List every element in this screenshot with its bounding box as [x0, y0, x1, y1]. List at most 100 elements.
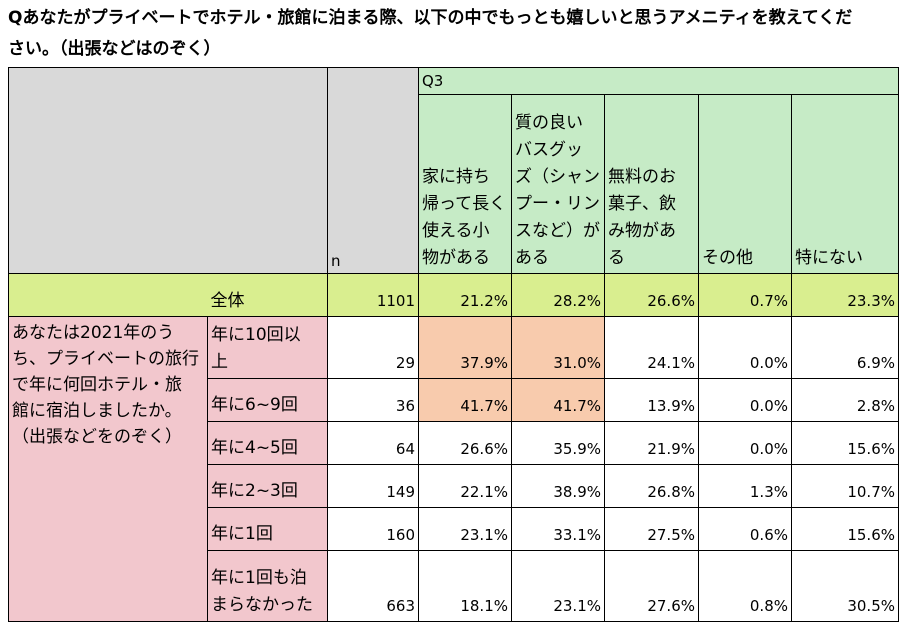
question-title-line-1: Qあなたがプライベートでホテル・旅館に泊まる際、以下の中でもっとも嬉しいと思うア…: [8, 8, 853, 28]
value-cell: 23.1%: [418, 507, 512, 551]
n-cell: 64: [327, 421, 419, 465]
question-title-line-2: さい。（出張などはのぞく）: [8, 39, 221, 59]
question-number-header: Q3: [418, 67, 899, 95]
table-row: 年に1回も泊 まらなかった 663 18.1% 23.1% 27.6% 0.8%…: [9, 550, 899, 622]
value-cell: 41.7%: [418, 378, 512, 422]
n-cell: 663: [327, 550, 419, 622]
option-header-line: 家に持ち: [422, 167, 490, 187]
value-cell: 0.0%: [698, 316, 792, 379]
row-label-line: 年に1回も泊: [211, 568, 307, 588]
value-cell: 38.9%: [511, 464, 605, 508]
table-row: 年に1回 160 23.1% 33.1% 27.5% 0.6% 15.6%: [9, 507, 899, 551]
option-header-line: る: [608, 248, 625, 268]
option-header-line: 使える小: [422, 221, 490, 241]
row-label-line: 年に6~9回: [211, 395, 298, 415]
n-cell: 29: [327, 316, 419, 379]
segment-question-line: あなたは2021年のう: [12, 323, 175, 343]
segment-question-line: で年に何回ホテル・旅: [12, 375, 182, 395]
total-n-cell: 1101: [327, 273, 419, 317]
total-value-cell: 23.3%: [791, 273, 899, 317]
crosstab-table: n Q3 家に持ち 帰って長く 使える小 物がある 質の良い バスグッ ズ（シャ…: [8, 67, 899, 622]
value-cell: 27.5%: [604, 507, 699, 551]
value-cell: 21.9%: [604, 421, 699, 465]
option-header-line: 無料のお: [608, 167, 676, 187]
option-header-line: 物がある: [422, 248, 490, 268]
option-header-line: 帰って長く: [422, 194, 507, 214]
row-label-cell: 年に10回以 上: [207, 316, 328, 379]
row-label-cell: 年に2~3回: [207, 464, 328, 508]
value-cell: 33.1%: [511, 507, 605, 551]
total-value-cell: 21.2%: [418, 273, 512, 317]
n-cell: 36: [327, 378, 419, 422]
option-header-line: 質の良い: [515, 113, 583, 133]
value-cell: 15.6%: [791, 507, 899, 551]
header-blank-cell: [8, 67, 328, 274]
value-cell: 35.9%: [511, 421, 605, 465]
option-header-cell: 特にない: [791, 94, 899, 274]
header-row-question: n Q3: [8, 67, 899, 274]
value-cell: 23.1%: [511, 550, 605, 622]
row-label-line: 年に2~3回: [211, 481, 298, 501]
value-cell: 31.0%: [511, 316, 605, 379]
value-cell: 26.8%: [604, 464, 699, 508]
value-cell: 0.8%: [698, 550, 792, 622]
option-header-cell: 家に持ち 帰って長く 使える小 物がある: [418, 94, 512, 274]
question-title: Qあなたがプライベートでホテル・旅館に泊まる際、以下の中でもっとも嬉しいと思うア…: [8, 3, 908, 65]
table-row: あなたは2021年のう ち、プライベートの旅行 で年に何回ホテル・旅 館に宿泊し…: [8, 316, 899, 622]
segment-question-line: ち、プライベートの旅行: [12, 349, 199, 369]
total-value-cell: 0.7%: [698, 273, 792, 317]
row-label-line: 年に10回以: [211, 325, 301, 345]
row-label-line: まらなかった: [211, 595, 313, 615]
value-cell: 18.1%: [418, 550, 512, 622]
total-row-blank-cell: [8, 273, 208, 317]
value-cell: 24.1%: [604, 316, 699, 379]
value-cell: 22.1%: [418, 464, 512, 508]
row-label-cell: 年に1回も泊 まらなかった: [207, 550, 328, 622]
total-row-label: 全体: [207, 273, 328, 317]
row-label-cell: 年に4~5回: [207, 421, 328, 465]
option-header-cell: 質の良い バスグッ ズ（シャン プー・リン スなど）が ある: [511, 94, 605, 274]
row-label-line: 上: [211, 352, 228, 372]
value-cell: 15.6%: [791, 421, 899, 465]
segment-question-line: （出張などをのぞく）: [12, 427, 182, 447]
option-header-line: ズ（シャン: [515, 167, 600, 187]
table-row: 年に4~5回 64 26.6% 35.9% 21.9% 0.0% 15.6%: [9, 421, 899, 465]
option-header-line: スなど）が: [515, 221, 600, 241]
row-label-line: 年に4~5回: [211, 438, 298, 458]
row-label-line: 年に1回: [211, 524, 273, 544]
value-cell: 26.6%: [418, 421, 512, 465]
value-cell: 41.7%: [511, 378, 605, 422]
segment-question-line: 館に宿泊しましたか。: [12, 401, 182, 421]
row-label-cell: 年に6~9回: [207, 378, 328, 422]
value-cell: 1.3%: [698, 464, 792, 508]
n-header-label: n: [331, 252, 341, 270]
total-value-cell: 26.6%: [604, 273, 699, 317]
value-cell: 27.6%: [604, 550, 699, 622]
row-label-cell: 年に1回: [207, 507, 328, 551]
value-cell: 30.5%: [791, 550, 899, 622]
total-value-cell: 28.2%: [511, 273, 605, 317]
value-cell: 6.9%: [791, 316, 899, 379]
option-header-line: 菓子、飲: [608, 194, 676, 214]
option-header-line: その他: [702, 248, 753, 268]
value-cell: 0.6%: [698, 507, 792, 551]
header-row-options: 家に持ち 帰って長く 使える小 物がある 質の良い バスグッ ズ（シャン プー・…: [9, 94, 899, 274]
option-header-line: プー・リン: [515, 194, 600, 214]
n-header-cell: n: [327, 67, 419, 274]
value-cell: 0.0%: [698, 421, 792, 465]
value-cell: 2.8%: [791, 378, 899, 422]
option-header-line: バスグッ: [515, 140, 583, 160]
option-header-cell: 無料のお 菓子、飲 み物があ る: [604, 94, 699, 274]
value-cell: 10.7%: [791, 464, 899, 508]
value-cell: 0.0%: [698, 378, 792, 422]
value-cell: 37.9%: [418, 316, 512, 379]
n-cell: 149: [327, 464, 419, 508]
total-row: 全体 1101 21.2% 28.2% 26.6% 0.7% 23.3%: [8, 273, 899, 317]
value-cell: 13.9%: [604, 378, 699, 422]
total-row-label-text: 全体: [210, 291, 245, 311]
option-header-line: 特にない: [795, 248, 863, 268]
table-row: 年に2~3回 149 22.1% 38.9% 26.8% 1.3% 10.7%: [9, 464, 899, 508]
option-header-line: ある: [515, 248, 549, 268]
segment-question-label: あなたは2021年のう ち、プライベートの旅行 で年に何回ホテル・旅 館に宿泊し…: [8, 316, 208, 622]
option-header-cell: その他: [698, 94, 792, 274]
